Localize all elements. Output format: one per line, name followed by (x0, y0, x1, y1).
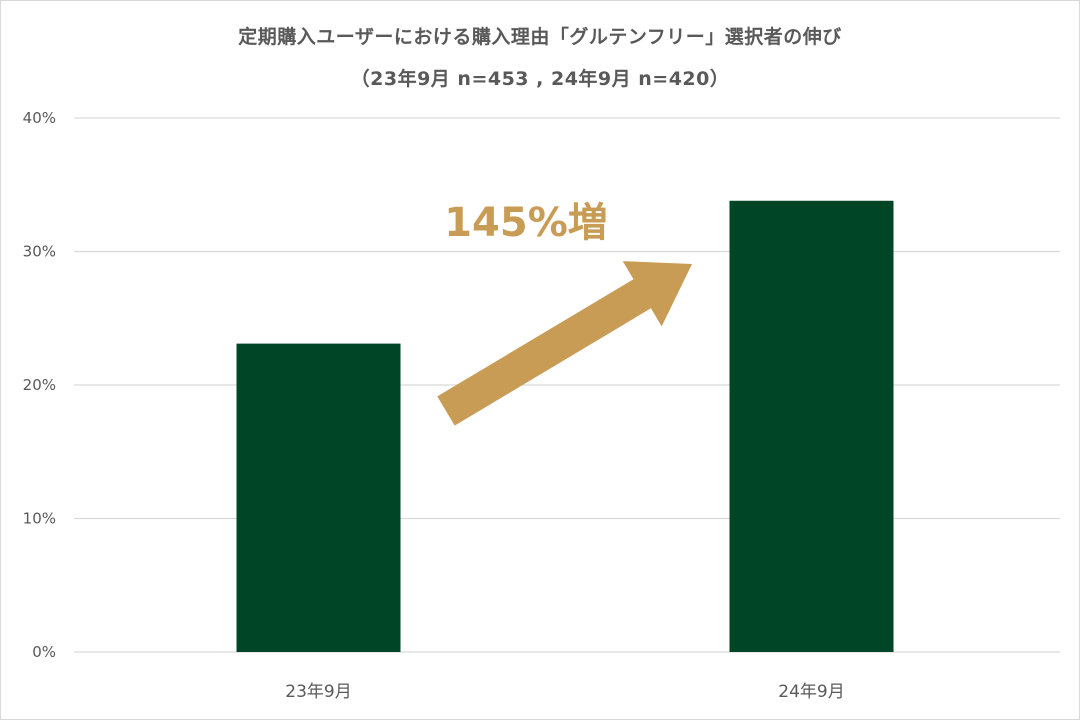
growth-annotation: 145%増 (444, 200, 608, 246)
y-tick-label: 0% (32, 643, 56, 661)
bar-1 (236, 343, 401, 652)
y-axis-ticks: 0% 10% 20% 30% 40% (23, 109, 56, 661)
bar-2 (729, 200, 894, 652)
bars (236, 200, 894, 652)
y-tick-label: 30% (23, 243, 56, 261)
y-tick-label: 10% (23, 510, 56, 528)
chart-subtitle: （23年9月 n=453 , 24年9月 n=420） (350, 68, 730, 90)
y-tick-label: 20% (23, 376, 56, 394)
y-tick-label: 40% (23, 109, 56, 127)
x-category-label: 24年9月 (778, 682, 844, 702)
x-axis-labels: 23年9月 24年9月 (285, 682, 844, 702)
x-category-label: 23年9月 (285, 682, 351, 702)
growth-arrow-icon (437, 261, 692, 426)
chart-title: 定期購入ユーザーにおける購入理由「グルテンフリー」選択者の伸び (238, 26, 842, 48)
gridlines (74, 117, 1060, 653)
